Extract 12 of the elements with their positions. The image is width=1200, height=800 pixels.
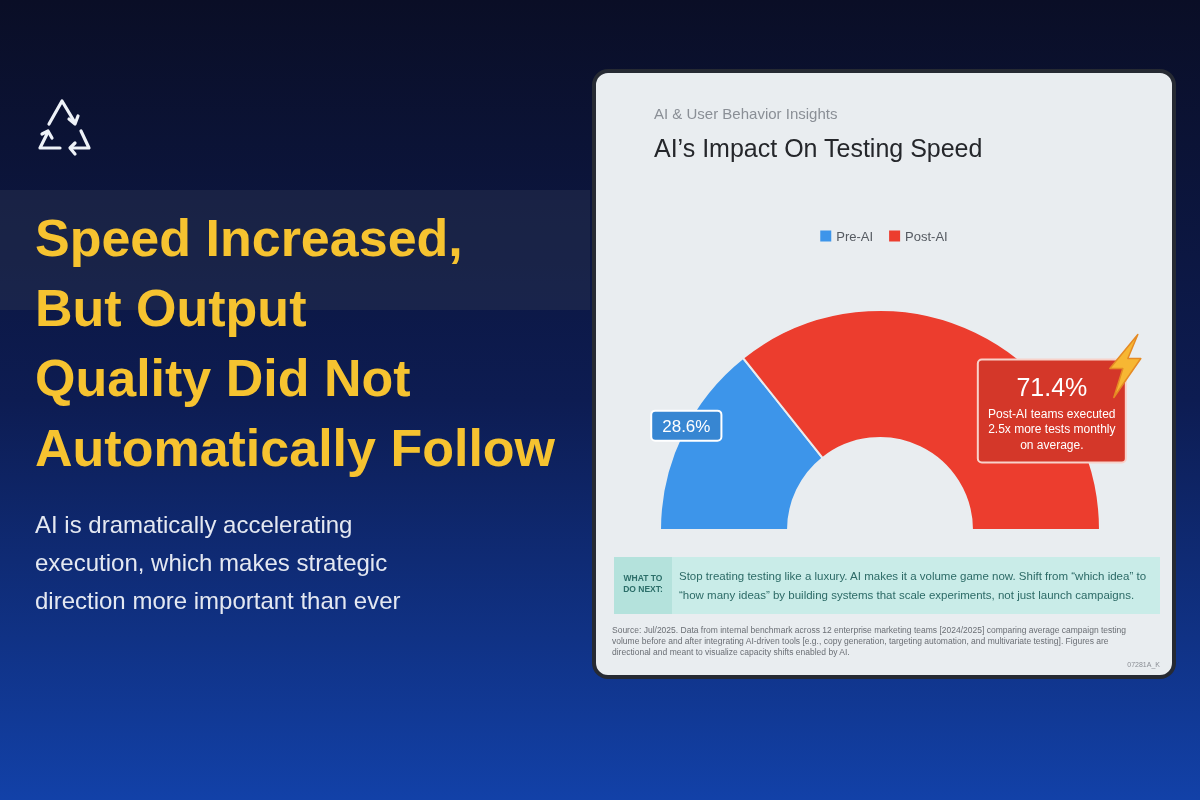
data-label: 71.4% <box>1016 372 1088 401</box>
text: Stop treating testing like a luxury. AI makes it a volume game now. Shift from “which idea” to “how many ideas” by building systems that scale experiments, not just launch campaigns. <box>679 570 1147 601</box>
data-label: 28.6% <box>662 416 711 436</box>
text: Speed Increased, But Output Quality Did Not Automatically Follow <box>35 209 556 477</box>
chart-title: AI’s Impact On Testing Speed <box>654 134 983 162</box>
text: Post-AI teams executed 2.5x more tests monthly on average. <box>988 406 1116 452</box>
legend-label: Post-AI <box>905 228 948 244</box>
legend-label: Pre-AI <box>836 228 874 244</box>
text: WHAT TO DO NEXT: <box>623 573 663 594</box>
chart-subtitle: AI & User Behavior Insights <box>654 105 838 122</box>
source-note: Source: Jul/2025. Data from internal benchmark across 12 enterprise marketing teams [2024/2025] comparing average campaign testing volume before and after integrating AI-driven tools [e.g., copy generation, targeting automation, and multivariate testing]. Figures are directional and meant to visualize capacity shifts enabled by AI. <box>612 625 1127 657</box>
text: AI is dramatically accelerating execution, which makes strategic direction more important than ever <box>35 511 401 614</box>
